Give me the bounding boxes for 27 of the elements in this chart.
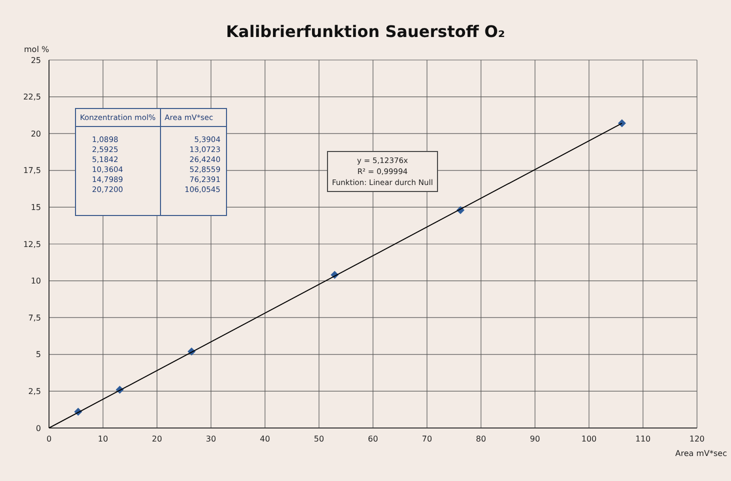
- y-tick-label: 12,5: [23, 240, 41, 249]
- y-tick-label: 7,5: [28, 313, 41, 322]
- y-axis-title: mol %: [24, 45, 50, 54]
- x-tick-label: 30: [206, 434, 216, 444]
- x-tick-label: 40: [260, 434, 270, 444]
- chart-title: Kalibrierfunktion Sauerstoff O₂: [226, 22, 505, 41]
- x-tick-label: 80: [476, 434, 486, 444]
- x-tick-label: 90: [530, 434, 540, 444]
- y-tick-label: 0: [36, 424, 41, 433]
- x-tick-label: 120: [689, 434, 705, 444]
- y-tick-label: 20: [30, 129, 41, 138]
- y-tick-label: 25: [30, 56, 41, 65]
- x-tick-label: 100: [581, 434, 597, 444]
- x-tick-label: 70: [422, 434, 432, 444]
- x-tick-label: 60: [368, 434, 378, 444]
- y-tick-label: 2,5: [28, 387, 41, 396]
- x-tick-label: 20: [152, 434, 162, 444]
- y-tick-label: 22,5: [23, 92, 41, 102]
- x-tick-label: 0: [46, 434, 52, 444]
- y-tick-label: 17,5: [23, 166, 41, 176]
- x-tick-label: 110: [635, 434, 651, 444]
- x-tick-label: 50: [314, 434, 324, 444]
- y-tick-label: 15: [30, 203, 41, 212]
- x-axis-title: Area mV*sec: [675, 449, 727, 458]
- x-tick-label: 10: [98, 434, 108, 444]
- y-tick-label: 10: [30, 276, 41, 286]
- y-tick-label: 5: [36, 350, 41, 360]
